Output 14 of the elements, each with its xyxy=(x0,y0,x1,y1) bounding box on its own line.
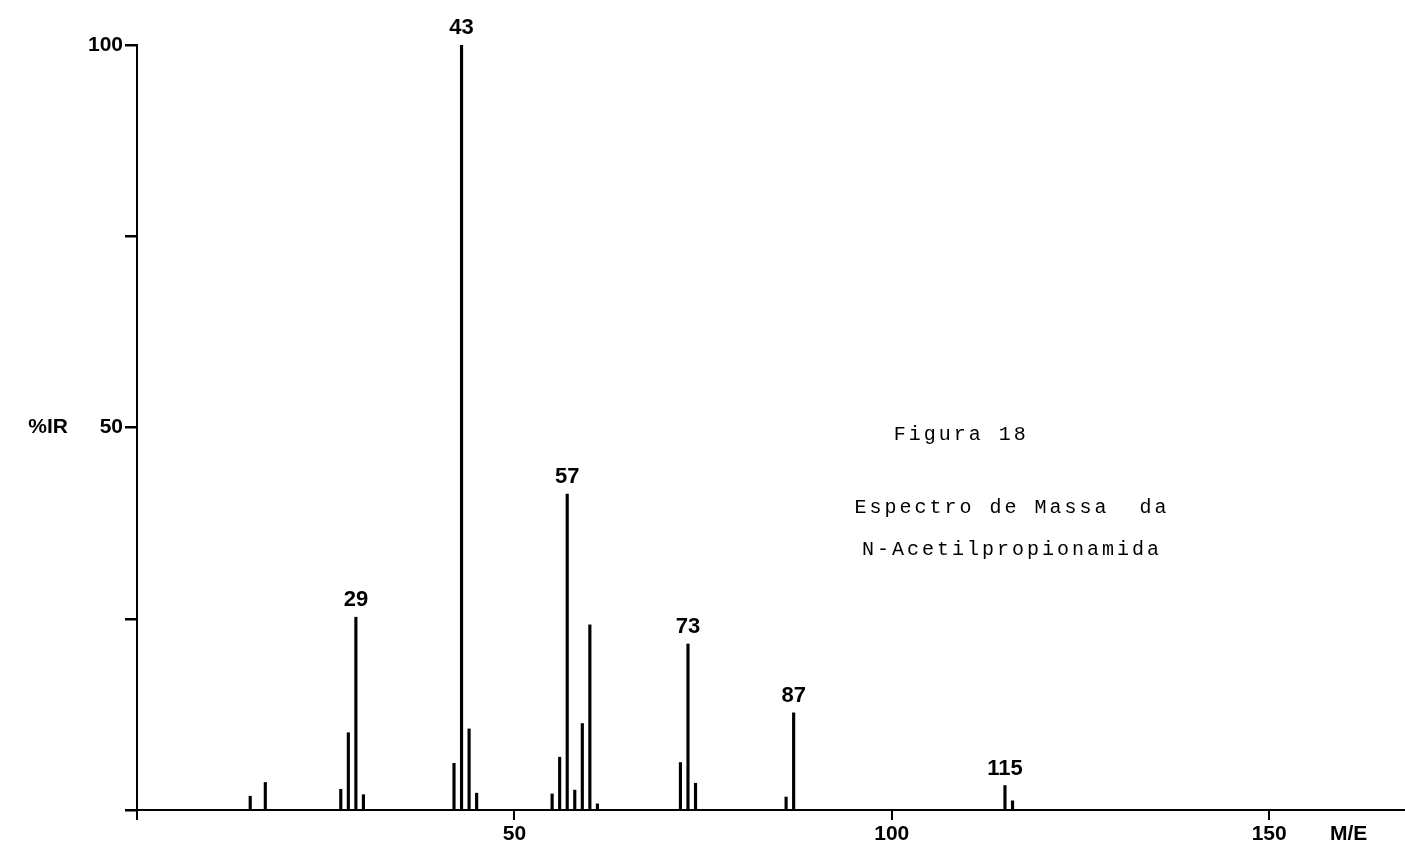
x-tick-label: 150 xyxy=(1251,821,1287,845)
annotation: Espectro de Massa da xyxy=(854,496,1170,520)
annotation: 73 xyxy=(675,613,701,639)
annotation: 87 xyxy=(781,681,806,707)
annotation: Figura 18 xyxy=(893,423,1029,447)
x-tick-label: 100 xyxy=(874,821,910,845)
annotation: 29 xyxy=(343,586,369,612)
annotation: 115 xyxy=(987,754,1023,780)
y-axis-title: %IR xyxy=(28,414,68,438)
annotation: 43 xyxy=(449,14,474,40)
annotation: N-Acetilpropionamida xyxy=(861,538,1162,562)
annotation: 57 xyxy=(554,463,580,489)
x-axis-title: M/E xyxy=(1330,821,1368,845)
x-tick-label: 50 xyxy=(502,821,527,845)
